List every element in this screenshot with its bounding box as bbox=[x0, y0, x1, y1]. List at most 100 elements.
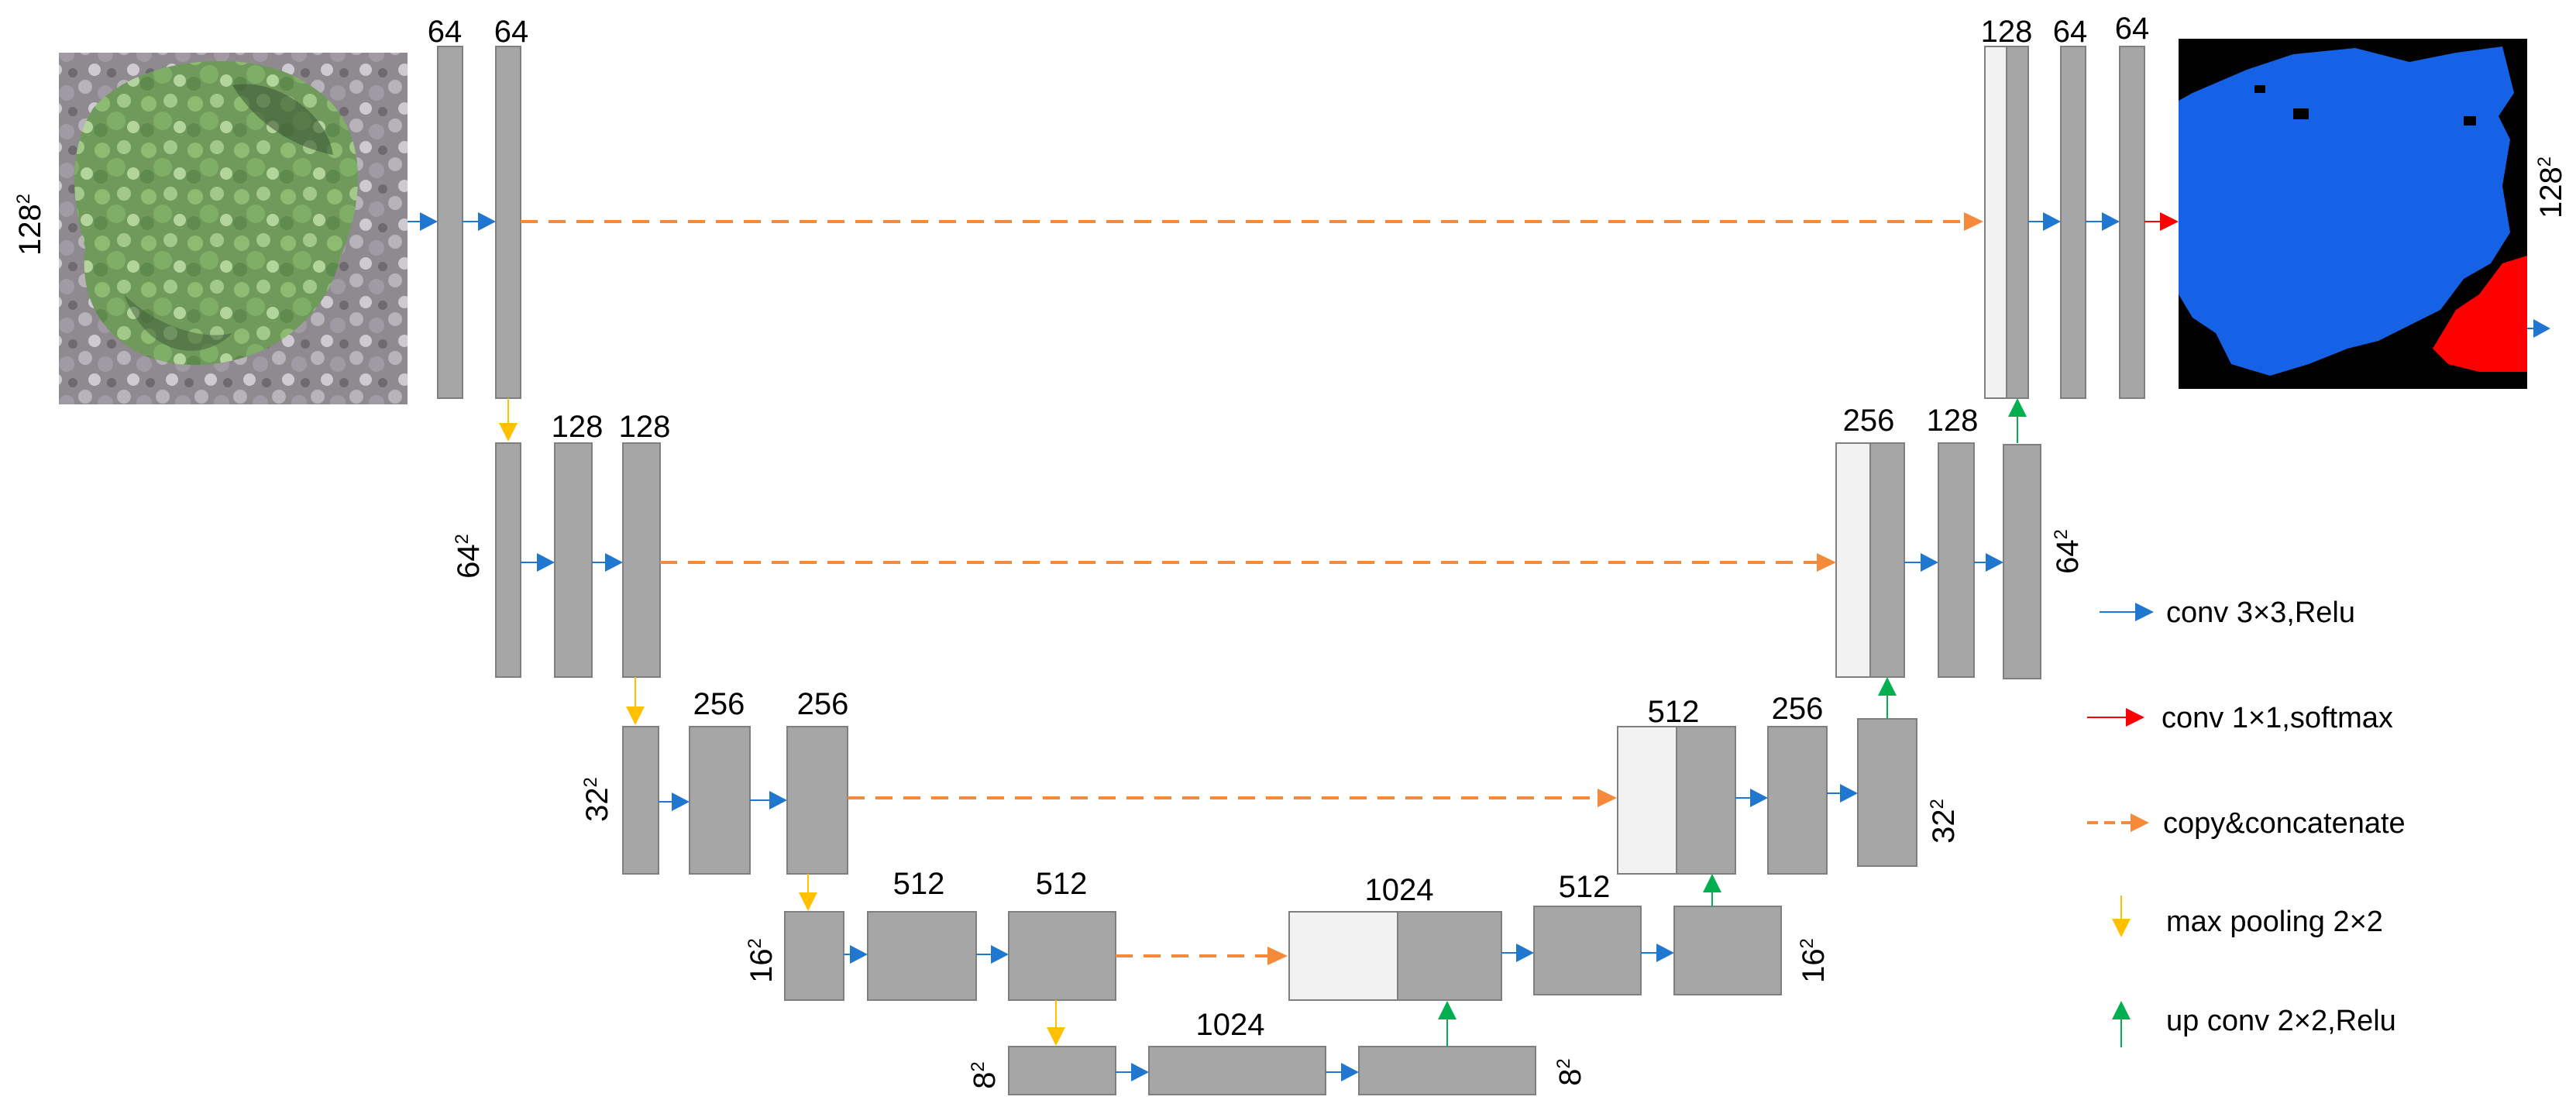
resolution-label: 642 bbox=[452, 534, 486, 579]
channel-labels: 64 64 128 128 256 256 512 512 1024 1024 … bbox=[428, 12, 2150, 1042]
channel-label: 256 bbox=[1843, 404, 1895, 438]
conv-arrow-head bbox=[537, 553, 555, 572]
upconv-arrow-head bbox=[1703, 874, 1721, 892]
upconv-arrow-icon bbox=[2112, 1001, 2131, 1019]
resolution-label: 1282 bbox=[2534, 156, 2568, 218]
feature-map bbox=[2006, 46, 2029, 399]
channel-label: 1024 bbox=[1196, 1008, 1265, 1042]
conv-arrow-head bbox=[2533, 319, 2550, 338]
copied-feature-map bbox=[1835, 442, 1871, 678]
legend-label: copy&concatenate bbox=[2163, 807, 2406, 840]
copy-arrow-icon bbox=[2131, 813, 2149, 832]
pool-arrow-head bbox=[499, 423, 518, 442]
pool-arrow-icon bbox=[2112, 919, 2131, 937]
conv-arrow-icon bbox=[2135, 603, 2154, 621]
feature-map bbox=[786, 726, 848, 875]
copied-feature-map bbox=[1617, 726, 1677, 875]
resolution-label: 162 bbox=[745, 938, 779, 983]
conv-arrow-head bbox=[1656, 944, 1674, 962]
resolution-label: 82 bbox=[968, 1061, 1002, 1089]
feature-map bbox=[1358, 1046, 1536, 1095]
legend-label: up conv 2×2,Relu bbox=[2166, 1005, 2396, 1037]
legend-item-upconv: up conv 2×2,Relu bbox=[2112, 1001, 2396, 1047]
conv-arrow-head bbox=[2102, 212, 2120, 231]
legend-label: conv 3×3,Relu bbox=[2166, 596, 2355, 629]
resolution-label: 1282 bbox=[13, 194, 47, 256]
pool-arrows bbox=[499, 398, 1065, 1046]
channel-label: 256 bbox=[797, 687, 849, 721]
pool-arrow-head bbox=[626, 706, 645, 725]
legend-item-copy: copy&concatenate bbox=[2087, 807, 2406, 840]
feature-map bbox=[495, 442, 521, 678]
legend: conv 3×3,Relu conv 1×1,softmax copy&conc… bbox=[2087, 596, 2406, 1047]
conv-arrow-head bbox=[1131, 1063, 1149, 1081]
feature-map bbox=[867, 911, 977, 1001]
resolution-label: 322 bbox=[580, 777, 614, 822]
feature-map bbox=[1008, 1046, 1116, 1095]
copied-feature-map bbox=[1288, 911, 1398, 1001]
feature-maps bbox=[437, 46, 2145, 1095]
feature-map bbox=[495, 46, 521, 399]
channel-label: 128 bbox=[1927, 404, 1979, 438]
upconv-arrow-head bbox=[1878, 677, 1897, 696]
feature-map bbox=[2003, 444, 2041, 679]
feature-map bbox=[1148, 1046, 1326, 1095]
feature-map bbox=[1676, 726, 1736, 875]
channel-label: 64 bbox=[2053, 15, 2088, 49]
feature-map bbox=[1008, 911, 1116, 1001]
channel-label: 512 bbox=[1559, 870, 1611, 904]
resolution-label: 82 bbox=[1553, 1058, 1587, 1086]
input-image bbox=[59, 53, 408, 404]
conv-arrow-head bbox=[1986, 553, 2003, 572]
feature-map bbox=[2060, 46, 2086, 399]
channel-label: 256 bbox=[1772, 692, 1824, 726]
resolution-label: 642 bbox=[2051, 529, 2085, 574]
channel-label: 512 bbox=[1036, 867, 1088, 901]
conv-arrow-head bbox=[420, 212, 438, 231]
feature-map bbox=[1767, 726, 1828, 875]
conv-arrow-head bbox=[1750, 789, 1768, 807]
channel-label: 128 bbox=[619, 410, 671, 444]
conv-arrow-head bbox=[2043, 212, 2061, 231]
legend-item-pool: max pooling 2×2 bbox=[2112, 896, 2383, 938]
channel-label: 64 bbox=[2115, 12, 2150, 46]
feature-map bbox=[689, 726, 751, 875]
feature-map bbox=[1869, 442, 1905, 678]
pool-arrow-head bbox=[1047, 1027, 1065, 1046]
channel-label: 64 bbox=[494, 15, 529, 49]
resolution-labels: 1282 1282 642 642 322 322 162 162 82 82 bbox=[13, 156, 2568, 1089]
conv-arrow-head bbox=[478, 212, 496, 231]
copied-feature-map bbox=[1984, 46, 2007, 399]
feature-map bbox=[1857, 718, 1917, 867]
feature-map bbox=[622, 442, 661, 678]
feature-map bbox=[1533, 906, 1642, 995]
channel-label: 512 bbox=[893, 867, 945, 901]
pool-arrow-head bbox=[799, 892, 817, 911]
upconv-arrows bbox=[1438, 398, 2027, 1047]
upconv-arrow-head bbox=[2008, 398, 2027, 417]
conv-arrow-head bbox=[605, 553, 623, 572]
channel-label: 1024 bbox=[1365, 873, 1434, 907]
conv-arrow-head bbox=[991, 945, 1009, 964]
feature-map bbox=[622, 726, 659, 875]
feature-map bbox=[2119, 46, 2145, 399]
channel-label: 512 bbox=[1648, 695, 1700, 729]
feature-map bbox=[1397, 911, 1502, 1001]
legend-item-softmax: conv 1×1,softmax bbox=[2087, 702, 2393, 734]
conv-arrow-head bbox=[672, 792, 690, 811]
conv-arrow-head bbox=[1840, 784, 1858, 803]
upconv-arrow-head bbox=[1438, 1001, 1457, 1019]
channel-label: 64 bbox=[428, 15, 463, 49]
legend-item-conv: conv 3×3,Relu bbox=[2100, 596, 2355, 629]
feature-map bbox=[437, 46, 463, 399]
conv-arrow-head bbox=[1341, 1063, 1359, 1081]
conv-arrows bbox=[408, 212, 2550, 1081]
legend-label: conv 1×1,softmax bbox=[2162, 702, 2393, 734]
channel-label: 128 bbox=[1981, 15, 2033, 49]
output-segmentation-image bbox=[2179, 39, 2527, 389]
softmax-arrow-icon bbox=[2126, 708, 2144, 727]
conv-arrow-head bbox=[1921, 553, 1938, 572]
conv-arrow-head bbox=[769, 791, 787, 810]
copy-arrows bbox=[521, 220, 1964, 957]
